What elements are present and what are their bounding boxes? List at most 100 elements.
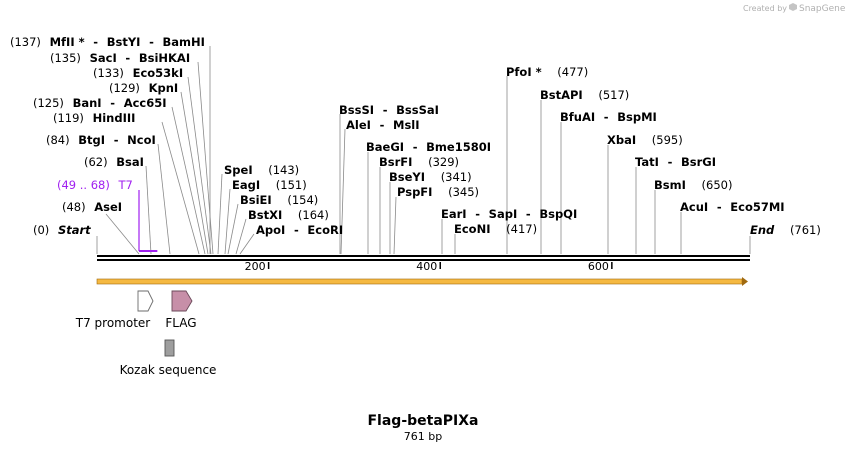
site-bsmi[interactable]: BsmI (654, 178, 686, 192)
site-bfuai[interactable]: BfuAI (560, 110, 595, 124)
site-apoi[interactable]: ApoI (256, 223, 285, 237)
connector-line (105, 213, 140, 255)
svg-text:(48) AseI: (48) AseI (62, 200, 122, 214)
separator-dash: - (526, 207, 531, 221)
site-bani[interactable]: BanI (73, 96, 102, 110)
site-tati[interactable]: TatI (635, 155, 659, 169)
svg-text:XbaI (595): XbaI (595) (607, 133, 683, 147)
site-bspmi[interactable]: BspMI (617, 110, 657, 124)
svg-text:End (761): End (761) (750, 223, 821, 237)
site-eco57mi[interactable]: Eco57MI (730, 200, 784, 214)
svg-text:EarI - SapI -: EarI - SapI - BspQI (441, 207, 577, 221)
svg-text:(135) SacI - BsiHK: (135) SacI - BsiHKAI (50, 51, 190, 65)
svg-text:(137) MfII * - Bst: (137) MfII * - BstYI - BamHI (10, 35, 205, 49)
feature-label-flag: FLAG (165, 316, 196, 330)
primer-t7-label[interactable]: T7 (118, 178, 133, 192)
connector-line (157, 143, 171, 255)
svg-text:(84) BtgI - NcoI: (84) BtgI - NcoI (46, 133, 156, 147)
connector-line (227, 203, 239, 255)
site-ecori[interactable]: EcoRI (307, 223, 343, 237)
site-bme1580i[interactable]: Bme1580I (426, 140, 491, 154)
feature-flag[interactable] (171, 290, 193, 312)
svg-text:PfoI * (477): PfoI * (477) (506, 65, 588, 79)
site-hindiii[interactable]: HindIII (93, 111, 136, 125)
connector-line (217, 173, 223, 255)
site-eagi[interactable]: EagI (232, 178, 260, 192)
site-alei[interactable]: AleI (346, 118, 371, 132)
site-spei[interactable]: SpeI (224, 163, 253, 177)
svg-text:BfuAI - BspMI: BfuAI - BspMI (560, 110, 657, 124)
feature-kozak-sequence[interactable] (164, 339, 175, 357)
connector-line (224, 188, 231, 255)
watermark-brand: SnapGene (799, 4, 846, 14)
connector-line (145, 165, 152, 255)
connector-line (161, 121, 200, 255)
site-msli[interactable]: MslI (393, 118, 420, 132)
svg-text:BsiEI (154): BsiEI (154) (240, 193, 318, 207)
feature-t7-promoter[interactable] (137, 290, 154, 312)
connector-line (393, 196, 397, 255)
site-position: (135) (50, 51, 81, 65)
site-kpni[interactable]: KpnI (149, 81, 179, 95)
separator-dash: - (668, 155, 673, 169)
site-xbai[interactable]: XbaI (607, 133, 636, 147)
site-pspfi[interactable]: PspFI (397, 185, 432, 199)
svg-text:(133) Eco53kI: (133) Eco53kI (93, 66, 183, 80)
site-bsssai[interactable]: BssSaI (396, 103, 439, 117)
svg-text:AcuI - Eco57MI: AcuI - Eco57MI (680, 200, 785, 214)
primer-range: (49 .. 68) (57, 178, 110, 192)
site-position: (650) (702, 178, 733, 192)
site-acc65i[interactable]: Acc65I (124, 96, 167, 110)
separator-dash: - (413, 140, 418, 154)
site-ncoi[interactable]: NcoI (127, 133, 156, 147)
site-bsihkai[interactable]: BsiHKAI (139, 51, 190, 65)
site-bsai[interactable]: BsaI (116, 155, 144, 169)
site-bstyi[interactable]: BstYI (107, 35, 141, 49)
site-bsssi[interactable]: BssSI (339, 103, 374, 117)
sequence-end-label[interactable]: End (750, 223, 775, 237)
svg-text:EagI (151): EagI (151) (232, 178, 307, 192)
orf-arrow[interactable] (96, 277, 748, 286)
svg-text:BaeGI - Bme1580I: BaeGI - Bme1580I (366, 140, 491, 154)
site-position: (0) (33, 223, 49, 237)
site-econi[interactable]: EcoNI (454, 222, 490, 236)
site-bseyi[interactable]: BseYI (389, 170, 425, 184)
site-baegi[interactable]: BaeGI (366, 140, 404, 154)
site-btgi[interactable]: BtgI (78, 133, 105, 147)
site-position: (62) (84, 155, 108, 169)
separator-dash: - (125, 51, 130, 65)
svg-text:BstAPI (517): BstAPI (517) (540, 88, 629, 102)
site-bsrgi[interactable]: BsrGI (681, 155, 716, 169)
site-eco53ki[interactable]: Eco53kI (133, 66, 184, 80)
site-bstapi[interactable]: BstAPI (540, 88, 583, 102)
connector-line (180, 91, 209, 255)
site-eari[interactable]: EarI (441, 207, 467, 221)
site-pfoi[interactable]: PfoI * (506, 65, 542, 79)
site-saci[interactable]: SacI (90, 51, 117, 65)
svg-text:PspFI (345): PspFI (345) (397, 185, 479, 199)
svg-text:(0) Start: (0) Start (33, 223, 91, 237)
svg-text:SpeI (143): SpeI (143) (224, 163, 299, 177)
separator-dash: - (110, 96, 115, 110)
separator-dash: - (717, 200, 722, 214)
site-position: (137) (10, 35, 41, 49)
site-sapi[interactable]: SapI (489, 207, 518, 221)
site-position: (341) (441, 170, 472, 184)
svg-text:(62) BsaI: (62) BsaI (84, 155, 144, 169)
separator-dash: - (93, 35, 98, 49)
separator-dash: - (604, 110, 609, 124)
site-bstxi[interactable]: BstXI (248, 208, 282, 222)
site-bamhi[interactable]: BamHI (163, 35, 205, 49)
site-bsrfi[interactable]: BsrFI (379, 155, 412, 169)
site-asei[interactable]: AseI (94, 200, 122, 214)
site-mfli[interactable]: MfII * (50, 35, 85, 49)
site-bspqi[interactable]: BspQI (539, 207, 577, 221)
connector-line (187, 76, 212, 255)
site-position: (48) (62, 200, 86, 214)
site-acui[interactable]: AcuI (680, 200, 708, 214)
separator-dash: - (114, 133, 119, 147)
site-position: (119) (53, 111, 84, 125)
sequence-start-label[interactable]: Start (58, 223, 91, 237)
site-bsiei[interactable]: BsiEI (240, 193, 272, 207)
svg-text:BsmI (650): BsmI (650) (654, 178, 732, 192)
